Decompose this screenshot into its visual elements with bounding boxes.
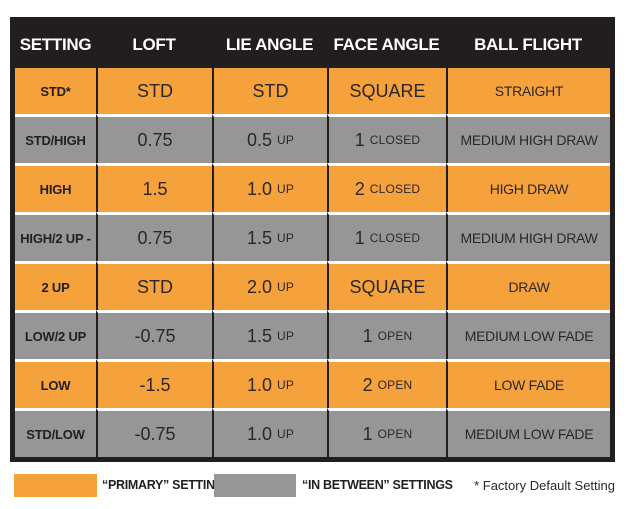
face-value: 1 <box>354 227 365 248</box>
loft-cell: 0.75 <box>96 114 212 163</box>
header-cell-loft: LOFT <box>132 35 176 54</box>
lie-unit: UP <box>276 329 295 343</box>
table-row: 2 UP STD 2.0 UP SQUARE DRAW <box>15 261 610 310</box>
ball-flight-cell: LOW FADE <box>446 359 610 408</box>
face-angle-cell: 1 CLOSED <box>327 114 446 163</box>
face-unit: CLOSED <box>369 133 421 147</box>
legend-primary-swatch <box>14 474 97 497</box>
setting-cell: HIGH/2 UP - <box>15 212 96 261</box>
table-row: LOW/2 UP -0.75 1.5 UP 1 OPEN MEDIUM LOW FA… <box>15 310 610 359</box>
face-angle-cell: SQUARE <box>327 68 446 114</box>
ball-flight-cell: STRAIGHT <box>446 68 610 114</box>
face-angle-cell: 1 OPEN <box>327 408 446 457</box>
setting-cell: STD/HIGH <box>15 114 96 163</box>
lie-unit: UP <box>276 427 295 441</box>
lie-angle-cell: 0.5 UP <box>212 114 327 163</box>
lie-value: STD <box>252 80 289 101</box>
setting-cell: HIGH <box>15 163 96 212</box>
face-value: SQUARE <box>349 80 426 101</box>
lie-angle-cell: 1.5 UP <box>212 310 327 359</box>
face-unit: OPEN <box>377 378 413 392</box>
face-angle-cell: 2 OPEN <box>327 359 446 408</box>
ball-flight-cell: MEDIUM HIGH DRAW <box>446 114 610 163</box>
lie-value: 2.0 <box>246 276 272 297</box>
ball-flight-cell: HIGH DRAW <box>446 163 610 212</box>
legend-between-swatch <box>214 474 296 497</box>
table-row: STD* STD STD SQUARE STRAIGHT <box>15 68 610 114</box>
lie-angle-cell: 2.0 UP <box>212 261 327 310</box>
face-value: 2 <box>354 178 365 199</box>
lie-angle-cell: 1.0 UP <box>212 408 327 457</box>
lie-unit: UP <box>276 133 295 147</box>
lie-angle-cell: 1.5 UP <box>212 212 327 261</box>
setting-cell: STD/LOW <box>15 408 96 457</box>
loft-cell: -1.5 <box>96 359 212 408</box>
face-value: SQUARE <box>349 276 426 297</box>
table-row: HIGH/2 UP - 0.75 1.5 UP 1 CLOSED MEDIUM HI… <box>15 212 610 261</box>
face-unit: CLOSED <box>369 231 421 245</box>
face-angle-cell: SQUARE <box>327 261 446 310</box>
lie-angle-cell: 1.0 UP <box>212 163 327 212</box>
face-angle-cell: 1 OPEN <box>327 310 446 359</box>
factory-default-footnote: * Factory Default Setting <box>474 478 615 493</box>
legend-primary-label: “PRIMARY” SETTINGS <box>102 478 233 492</box>
setting-cell: LOW/2 UP <box>15 310 96 359</box>
lie-value: 1.0 <box>246 178 272 199</box>
header-cell-lie-angle: LIE ANGLE <box>225 35 314 54</box>
lie-value: 1.5 <box>246 227 272 248</box>
face-value: 1 <box>354 129 365 150</box>
setting-cell: 2 UP <box>15 261 96 310</box>
loft-cell: STD <box>96 261 212 310</box>
table-header-row: SETTING LOFT LIE ANGLE FACE ANGLE BALL F… <box>15 22 610 68</box>
face-unit: OPEN <box>377 427 413 441</box>
legend-between-label: “IN BETWEEN” SETTINGS <box>302 478 453 492</box>
lie-unit: UP <box>276 231 295 245</box>
loft-cell: 0.75 <box>96 212 212 261</box>
lie-value: 1.0 <box>246 423 272 444</box>
table-row: HIGH 1.5 1.0 UP 2 CLOSED HIGH DRAW <box>15 163 610 212</box>
club-settings-table: SETTING LOFT LIE ANGLE FACE ANGLE BALL F… <box>10 17 615 462</box>
face-value: 1 <box>362 423 373 444</box>
table-row: STD/LOW -0.75 1.0 UP 1 OPEN MEDIUM LOW FAD… <box>15 408 610 457</box>
ball-flight-cell: MEDIUM LOW FADE <box>446 408 610 457</box>
lie-value: 1.0 <box>246 374 272 395</box>
lie-unit: UP <box>276 280 295 294</box>
ball-flight-cell: MEDIUM HIGH DRAW <box>446 212 610 261</box>
face-unit: CLOSED <box>369 182 421 196</box>
setting-cell: STD* <box>15 68 96 114</box>
header-cell-ball-flight: BALL FLIGHT <box>474 35 582 54</box>
ball-flight-cell: DRAW <box>446 261 610 310</box>
loft-cell: 1.5 <box>96 163 212 212</box>
lie-value: 0.5 <box>246 129 272 150</box>
ball-flight-cell: MEDIUM LOW FADE <box>446 310 610 359</box>
face-value: 1 <box>362 325 373 346</box>
face-angle-cell: 2 CLOSED <box>327 163 446 212</box>
lie-unit: UP <box>276 378 295 392</box>
lie-unit: UP <box>276 182 295 196</box>
header-cell-face-angle: FACE ANGLE <box>333 35 440 54</box>
face-angle-cell: 1 CLOSED <box>327 212 446 261</box>
lie-angle-cell: STD <box>212 68 327 114</box>
face-value: 2 <box>362 374 373 395</box>
loft-cell: STD <box>96 68 212 114</box>
loft-cell: -0.75 <box>96 408 212 457</box>
lie-value: 1.5 <box>246 325 272 346</box>
setting-cell: LOW <box>15 359 96 408</box>
table-row: STD/HIGH 0.75 0.5 UP 1 CLOSED MEDIUM HIGH … <box>15 114 610 163</box>
loft-cell: -0.75 <box>96 310 212 359</box>
table-row: LOW -1.5 1.0 UP 2 OPEN LOW FADE <box>15 359 610 408</box>
lie-angle-cell: 1.0 UP <box>212 359 327 408</box>
header-cell-setting: SETTING <box>19 35 92 54</box>
face-unit: OPEN <box>377 329 413 343</box>
